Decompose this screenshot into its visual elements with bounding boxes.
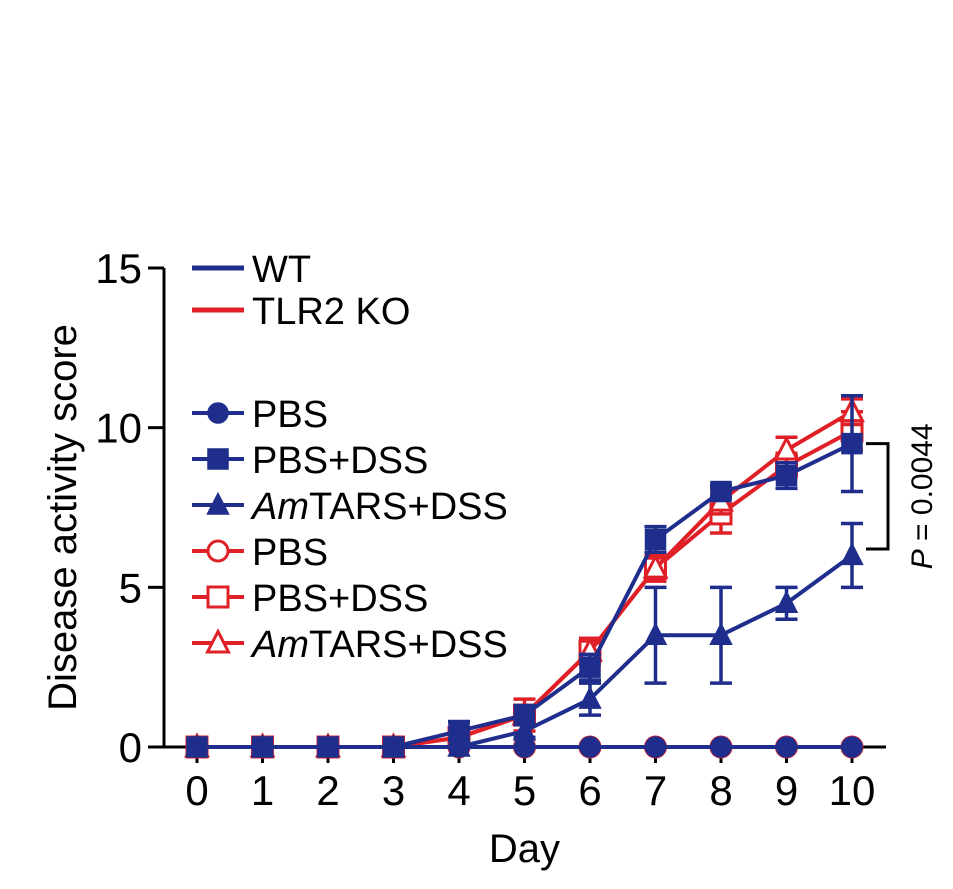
x-tick-label: 10 (829, 767, 876, 814)
data-point (710, 480, 732, 503)
legend-item-genotype: TLR2 KO (192, 291, 410, 333)
legend-label: PBS (252, 394, 328, 436)
data-point (773, 435, 800, 461)
legend-swatch-marker (207, 448, 229, 470)
legend-item-treatment: PBS+DSS (192, 578, 428, 620)
legend-label: TLR2 KO (252, 291, 410, 333)
data-point (775, 464, 798, 487)
series-wt-triangle (185, 521, 864, 757)
data-point (578, 685, 602, 709)
data-point (774, 590, 799, 614)
x-tick-label: 3 (382, 767, 405, 814)
x-tick-label: 5 (513, 767, 536, 814)
legend-label: PBS+DSS (252, 578, 428, 620)
legend-item-treatment: AmTARS+DSS (192, 486, 508, 528)
x-tick-label: 7 (644, 767, 667, 814)
data-point (840, 542, 864, 566)
data-point (512, 717, 537, 741)
legend-item-treatment: PBS+DSS (192, 440, 428, 482)
legend-item-treatment: PBS (192, 532, 328, 574)
data-point (775, 736, 798, 758)
legend-swatch-marker (206, 585, 230, 609)
data-point (579, 736, 601, 758)
x-tick-label: 4 (447, 767, 470, 814)
data-point (250, 733, 275, 757)
legend-swatch-marker (205, 628, 231, 654)
legend-swatch-marker (206, 491, 230, 515)
x-tick-label: 8 (709, 767, 732, 814)
legend-item-treatment: PBS (192, 394, 328, 436)
x-tick-label: 6 (578, 767, 601, 814)
x-tick-label: 1 (251, 767, 274, 814)
legend-swatch-marker (207, 402, 229, 424)
y-axis-label: Disease activity score (41, 324, 85, 711)
data-point (644, 736, 667, 758)
legend-label: PBS+DSS (252, 440, 428, 482)
data-point (447, 733, 471, 757)
y-tick-label: 0 (119, 724, 142, 771)
legend-item-genotype: WT (192, 249, 311, 291)
p-value-label: P = 0.0044 (906, 423, 939, 569)
x-tick-label: 9 (775, 767, 798, 814)
legend-swatch-marker (206, 539, 230, 563)
data-point (841, 432, 863, 455)
x-tick-label: 2 (316, 767, 339, 814)
data-point (642, 553, 669, 579)
data-point (710, 736, 732, 758)
x-axis-ticks: 0 1 2 3 4 5 6 7 8 9 10 (185, 747, 875, 814)
legend-label: AmTARS+DSS (250, 624, 508, 666)
data-point (185, 733, 209, 757)
series-layer (184, 393, 865, 759)
data-point (381, 733, 406, 757)
x-axis-label: Day (489, 827, 560, 871)
legend-item-treatment: AmTARS+DSS (192, 624, 508, 666)
y-tick-label: 10 (95, 405, 142, 452)
y-axis-ticks: 0 5 10 15 (95, 245, 164, 771)
legend-label: PBS (252, 532, 328, 574)
data-point (316, 733, 340, 757)
data-point (643, 622, 668, 645)
legend-label: AmTARS+DSS (250, 486, 508, 528)
data-point (841, 736, 863, 758)
data-point (579, 656, 601, 678)
bracket (866, 442, 890, 551)
data-point (709, 622, 733, 645)
significance-annotation: P = 0.0044 (866, 423, 939, 569)
data-point (644, 528, 667, 551)
y-tick-label: 15 (95, 245, 142, 292)
legend-label: WT (252, 249, 311, 291)
y-tick-label: 5 (119, 564, 142, 611)
x-tick-label: 0 (185, 767, 208, 814)
